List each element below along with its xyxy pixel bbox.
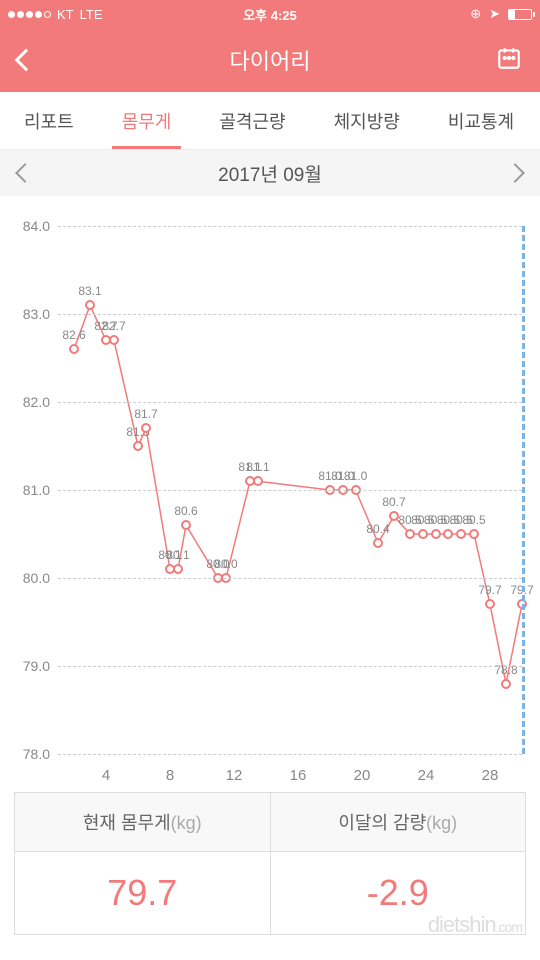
tabs: 리포트몸무게골격근량체지방량비교통계칼 — [0, 92, 540, 150]
data-point[interactable] — [469, 529, 479, 539]
y-axis-label: 82.0 — [6, 394, 50, 410]
x-axis-label: 4 — [102, 767, 110, 784]
tab-2[interactable]: 골격근량 — [195, 92, 309, 149]
summary-head: 현재 몸무게(kg) — [15, 793, 270, 852]
y-axis-label: 78.0 — [6, 746, 50, 762]
data-point[interactable] — [69, 344, 79, 354]
data-point[interactable] — [181, 520, 191, 530]
next-month-icon[interactable] — [505, 163, 525, 183]
carrier-label: KT — [57, 7, 74, 22]
data-point-label: 79.7 — [478, 583, 501, 597]
grid-line — [58, 578, 522, 579]
weight-chart: 82.683.182.782.781.581.780.180.180.680.0… — [0, 196, 540, 792]
data-point[interactable] — [109, 335, 119, 345]
x-axis-label: 12 — [226, 767, 243, 784]
data-point-label: 82.6 — [62, 328, 85, 342]
data-point[interactable] — [405, 529, 415, 539]
date-nav: 2017년 09월 — [0, 150, 540, 196]
status-bar: KT LTE 오후 4:25 ⊕ ➤ — [0, 0, 540, 28]
network-label: LTE — [80, 7, 103, 22]
data-point-label: 80.1 — [166, 548, 189, 562]
tab-3[interactable]: 체지방량 — [310, 92, 424, 149]
tab-0[interactable]: 리포트 — [0, 92, 98, 149]
data-point[interactable] — [443, 529, 453, 539]
data-point-label: 81.0 — [344, 469, 367, 483]
calendar-icon[interactable] — [496, 45, 522, 76]
page-title: 다이어리 — [230, 44, 311, 76]
y-axis-label: 84.0 — [6, 218, 50, 234]
prev-month-icon[interactable] — [15, 163, 35, 183]
data-point-label: 80.0 — [214, 557, 237, 571]
summary-value: 79.7 — [15, 852, 270, 934]
data-point-label: 80.7 — [382, 495, 405, 509]
grid-line — [58, 754, 522, 755]
data-point[interactable] — [456, 529, 466, 539]
data-point-label: 81.1 — [246, 460, 269, 474]
app-header: 다이어리 — [0, 28, 540, 92]
status-left: KT LTE — [8, 7, 103, 22]
status-right: ⊕ ➤ — [470, 6, 532, 22]
lock-icon: ⊕ — [470, 6, 481, 22]
data-point-label: 81.7 — [134, 407, 157, 421]
date-label: 2017년 09월 — [218, 160, 322, 187]
x-axis-label: 24 — [418, 767, 435, 784]
data-point-label: 83.1 — [78, 284, 101, 298]
watermark: dietshin.com — [428, 912, 522, 938]
y-axis-label: 83.0 — [6, 306, 50, 322]
data-point[interactable] — [141, 423, 151, 433]
battery-icon — [508, 9, 532, 20]
data-point-label: 78.8 — [494, 663, 517, 677]
data-point[interactable] — [373, 538, 383, 548]
grid-line — [58, 666, 522, 667]
status-time: 오후 4:25 — [243, 5, 297, 24]
data-point[interactable] — [173, 564, 183, 574]
grid-line — [58, 490, 522, 491]
summary-cell-0: 현재 몸무게(kg) 79.7 — [14, 792, 271, 935]
grid-line — [58, 226, 522, 227]
data-point[interactable] — [85, 300, 95, 310]
data-point-label: 82.7 — [102, 319, 125, 333]
data-point-label: 80.6 — [174, 504, 197, 518]
data-point[interactable] — [418, 529, 428, 539]
tab-1[interactable]: 몸무게 — [98, 92, 196, 149]
data-point[interactable] — [431, 529, 441, 539]
y-axis-label: 81.0 — [6, 482, 50, 498]
y-axis-label: 79.0 — [6, 658, 50, 674]
data-point[interactable] — [253, 476, 263, 486]
data-point[interactable] — [133, 441, 143, 451]
data-point[interactable] — [501, 679, 511, 689]
data-point-label: 80.4 — [366, 522, 389, 536]
back-icon[interactable] — [15, 49, 38, 72]
summary-head: 이달의 감량(kg) — [271, 793, 526, 852]
data-point-label: 80.5 — [462, 513, 485, 527]
grid-line — [58, 314, 522, 315]
x-axis-label: 28 — [482, 767, 499, 784]
x-axis-label: 16 — [290, 767, 307, 784]
x-axis-label: 20 — [354, 767, 371, 784]
signal-strength — [8, 11, 51, 18]
location-icon: ➤ — [489, 6, 500, 22]
data-point[interactable] — [485, 599, 495, 609]
y-axis-label: 80.0 — [6, 570, 50, 586]
grid-line — [58, 402, 522, 403]
tab-4[interactable]: 비교통계 — [424, 92, 538, 149]
end-marker-line — [522, 226, 525, 754]
x-axis-label: 8 — [166, 767, 174, 784]
